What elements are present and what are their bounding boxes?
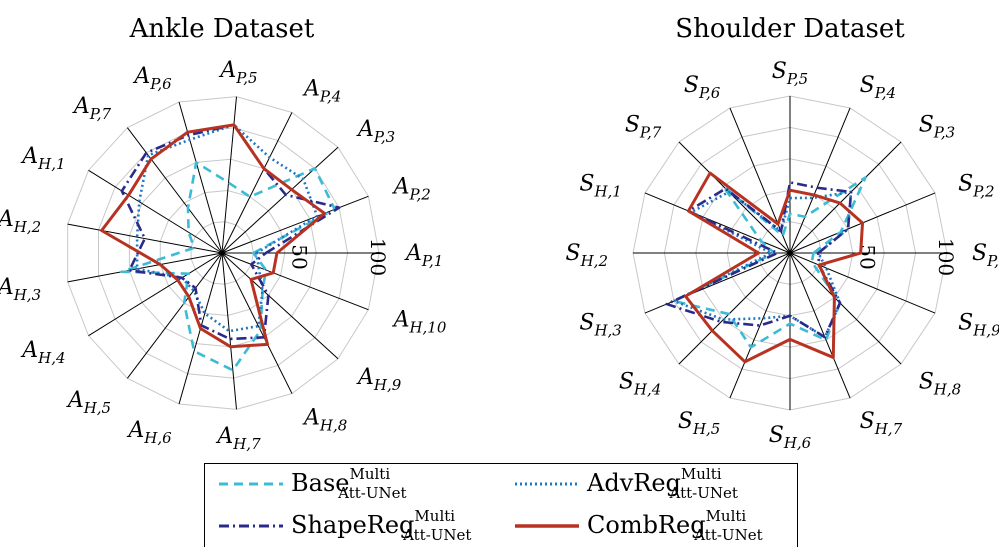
- axis-spoke: [678, 141, 791, 254]
- axis-spoke: [789, 107, 851, 254]
- axis-label: SP,1: [972, 241, 999, 270]
- axis-spoke: [221, 252, 293, 394]
- radial-tick-label: 100: [934, 238, 958, 276]
- radial-tick-label: 50: [288, 244, 312, 269]
- axis-spoke: [221, 252, 339, 360]
- series-line-combreg: [100, 123, 326, 349]
- radial-tick-label: 50: [856, 244, 880, 269]
- axis-spoke: [221, 96, 237, 254]
- grid-ring: [159, 189, 286, 317]
- grid-ring: [67, 96, 380, 410]
- axis-label: SH,2: [566, 241, 608, 270]
- axis-label: SH,4: [619, 370, 661, 399]
- ankle-radar-chart: 50 100 AP,1 AP,2 AP,3 AP,4 AP,5 AP,6 AP,7AH,1 AH,…: [0, 58, 447, 453]
- axis-label: AP,3: [356, 117, 395, 146]
- legend-label-shapereg: ShapeRegMultiAtt-UNet: [291, 507, 472, 544]
- axis-label: SP,4: [860, 73, 896, 102]
- axis-label: AH,10: [392, 307, 447, 336]
- axis-spoke: [221, 146, 339, 254]
- axis-label: AP,4: [302, 76, 341, 105]
- grid-ring: [98, 127, 349, 379]
- series-line-shapereg: [665, 181, 853, 339]
- axis-spoke: [126, 127, 223, 254]
- axis-spoke: [644, 192, 791, 254]
- series-line-base: [672, 176, 867, 349]
- axis-label: SP,7: [625, 112, 662, 141]
- legend-swatch-advreg: [515, 482, 579, 486]
- axis-spoke: [789, 252, 902, 365]
- shoulder-radar-chart: 50 100 SP,1 SP,2 SP,3 SP,4 SP,5 SP,6 SP,7 SH,1 SH,…: [566, 59, 999, 452]
- ankle-chart-title: Ankle Dataset: [129, 14, 315, 44]
- axis-spoke: [221, 252, 237, 410]
- axis-spoke: [126, 252, 223, 379]
- axis-label: AH,9: [356, 365, 402, 394]
- axis-spoke: [729, 252, 791, 399]
- axis-label: SP,2: [958, 171, 994, 200]
- axis-label: AH,2: [0, 207, 41, 236]
- shoulder-chart-title: Shoulder Dataset: [675, 14, 905, 44]
- axis-label: AH,8: [302, 406, 347, 435]
- axis-label: AH,3: [0, 275, 41, 304]
- axis-spoke: [644, 252, 791, 314]
- axis-label: AP,5: [218, 58, 257, 87]
- axis-label: SP,3: [919, 112, 955, 141]
- legend-item-shapereg: ShapeRegMultiAtt-UNet: [219, 506, 471, 546]
- axis-label: SH,5: [678, 409, 720, 438]
- grid-ring: [190, 221, 254, 285]
- axis-spoke: [221, 252, 369, 311]
- axis-label: AH,5: [66, 388, 111, 417]
- legend-item-advreg: AdvRegMultiAtt-UNet: [515, 464, 738, 504]
- series-line-combreg: [684, 171, 865, 364]
- legend-label-combreg: CombRegMultiAtt-UNet: [587, 507, 763, 544]
- axis-spoke: [221, 195, 369, 254]
- axis-label: AH,6: [126, 418, 172, 447]
- axis-spoke: [67, 223, 223, 254]
- axis-spoke: [789, 252, 851, 399]
- legend-item-combreg: CombRegMultiAtt-UNet: [515, 506, 763, 546]
- legend-swatch-shapereg: [219, 524, 283, 528]
- axis-label: SH,1: [579, 171, 621, 200]
- legend-label-advreg: AdvRegMultiAtt-UNet: [587, 465, 738, 502]
- axis-spoke: [789, 252, 936, 314]
- axis-spoke: [789, 141, 902, 254]
- axis-label: AP,7: [72, 94, 112, 123]
- axis-spoke: [67, 252, 223, 283]
- axis-label: AH,4: [20, 338, 65, 367]
- radial-tick-label: 100: [366, 238, 390, 276]
- axis-spoke: [88, 252, 223, 337]
- axis-label: SH,9: [958, 311, 999, 340]
- axis-label: SH,8: [919, 370, 961, 399]
- axis-label: SH,6: [769, 423, 812, 452]
- axis-label: AP,1: [404, 241, 443, 270]
- legend-swatch-base: [219, 482, 283, 486]
- axis-spoke: [178, 101, 223, 254]
- axis-label: SH,7: [860, 409, 903, 438]
- axis-label: AH,7: [215, 424, 261, 453]
- legend-swatch-combreg: [515, 524, 579, 528]
- axis-label: SP,5: [772, 59, 808, 88]
- legend-label-base: BaseMultiAtt-UNet: [291, 465, 407, 502]
- axis-spoke: [729, 107, 791, 254]
- axis-spoke: [88, 169, 223, 254]
- axis-label: SH,3: [579, 311, 621, 340]
- axis-spoke: [221, 112, 293, 254]
- axis-spoke: [678, 252, 791, 365]
- axis-label: AP,2: [392, 175, 431, 204]
- legend-item-base: BaseMultiAtt-UNet: [219, 464, 407, 504]
- axis-label: AH,1: [20, 144, 65, 173]
- legend: BaseMultiAtt-UNet AdvRegMultiAtt-UNet Sh…: [204, 463, 798, 547]
- axis-label: SP,6: [684, 73, 721, 102]
- axis-label: AP,6: [132, 64, 172, 93]
- series-line-advreg: [135, 123, 319, 333]
